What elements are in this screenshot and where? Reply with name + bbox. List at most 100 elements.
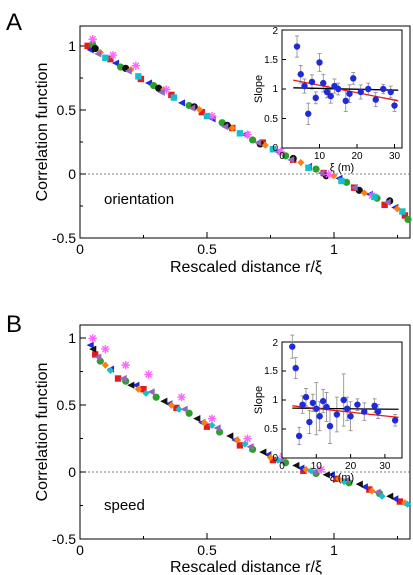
x-tick-label: 0.5 bbox=[197, 241, 217, 257]
data-point bbox=[177, 393, 186, 402]
data-point bbox=[401, 499, 409, 507]
data-point bbox=[188, 104, 196, 112]
data-point bbox=[360, 483, 368, 491]
data-point bbox=[302, 465, 310, 474]
inset-data-point bbox=[301, 82, 308, 90]
inset-data-point bbox=[346, 90, 353, 97]
data-point bbox=[276, 457, 285, 466]
data-point bbox=[88, 334, 97, 343]
data-point bbox=[371, 193, 378, 201]
data-point bbox=[249, 136, 257, 144]
data-point bbox=[287, 156, 295, 164]
data-point bbox=[340, 477, 348, 486]
annotation-speed: speed bbox=[104, 497, 145, 514]
data-point bbox=[92, 351, 99, 358]
inset-data-point bbox=[372, 96, 379, 103]
data-point bbox=[198, 108, 206, 116]
inset-x-tick-label: 0 bbox=[279, 461, 285, 472]
data-point bbox=[261, 141, 269, 149]
inset-data-point bbox=[333, 411, 341, 418]
inset-data-a bbox=[293, 35, 399, 125]
data-point bbox=[108, 50, 118, 60]
inset-x-tick-label: 10 bbox=[314, 151, 326, 162]
inset-y-tick-label: 1.5 bbox=[264, 55, 278, 66]
data-point bbox=[200, 419, 208, 427]
inset-data-point bbox=[371, 402, 378, 409]
data-point bbox=[243, 434, 252, 443]
x-axis-b: 0 0.5 1 bbox=[76, 533, 398, 558]
data-point bbox=[355, 480, 363, 488]
data-point bbox=[246, 443, 254, 451]
data-point bbox=[360, 189, 368, 197]
data-point bbox=[208, 421, 216, 429]
x-tick-label: 1 bbox=[330, 241, 338, 257]
inset-data-point bbox=[319, 397, 327, 405]
data-point bbox=[327, 471, 335, 479]
inset-data-point bbox=[354, 401, 361, 408]
data-point bbox=[309, 468, 318, 476]
data-point bbox=[203, 423, 211, 430]
data-point bbox=[233, 436, 241, 444]
data-point bbox=[381, 201, 388, 209]
inset-data-point bbox=[309, 399, 317, 407]
data-point bbox=[342, 178, 351, 186]
data-point bbox=[366, 486, 373, 493]
inset-y-tick-label: 1 bbox=[272, 84, 278, 95]
data-point bbox=[102, 54, 109, 61]
inset-data-point bbox=[327, 92, 334, 100]
inset-x-tick-label: 20 bbox=[345, 461, 357, 472]
data-point bbox=[167, 401, 175, 409]
inset-data-point bbox=[302, 393, 310, 401]
data-point bbox=[297, 158, 305, 167]
x-tick-label: 0 bbox=[76, 241, 84, 257]
data-point bbox=[147, 388, 155, 396]
inset-x-tick-label: 30 bbox=[389, 151, 401, 162]
data-point bbox=[207, 111, 217, 121]
inset-y-tick-label: 1.5 bbox=[264, 366, 278, 377]
data-point bbox=[396, 498, 404, 505]
data-point bbox=[119, 374, 127, 383]
data-point bbox=[236, 442, 244, 449]
inset-x-tick-label: 10 bbox=[311, 461, 323, 472]
plot-frame-a bbox=[79, 25, 411, 239]
inset-data-point bbox=[292, 364, 299, 372]
inset-y-axis-title-b: Slope bbox=[253, 386, 265, 414]
data-point bbox=[399, 208, 406, 215]
inset-x-tick-label: 30 bbox=[379, 461, 391, 472]
inset-y-tick-label: 0.5 bbox=[264, 114, 278, 125]
x-axis-title-a: Rescaled distance r/ξ bbox=[170, 259, 322, 276]
y-tick-label: 0.5 bbox=[57, 102, 77, 118]
data-point bbox=[124, 67, 132, 75]
data-point bbox=[391, 495, 399, 503]
data-point bbox=[342, 476, 351, 484]
inset-y-tick-label: 0.5 bbox=[264, 424, 278, 435]
panel-letter-a: A bbox=[6, 9, 22, 36]
data-point bbox=[94, 353, 102, 361]
inset-data-point bbox=[323, 88, 331, 96]
data-point bbox=[160, 397, 168, 405]
inset-y-tick-label: 2 bbox=[272, 338, 278, 349]
inset-data-point bbox=[289, 343, 296, 350]
inset-data-point bbox=[342, 97, 349, 105]
inset-y-tick-label: 0 bbox=[272, 453, 278, 464]
x-tick-label: 0 bbox=[76, 542, 84, 558]
data-point bbox=[213, 424, 221, 432]
inset-data-point bbox=[316, 59, 323, 66]
inset-data-point bbox=[350, 75, 357, 82]
data-point bbox=[403, 500, 412, 508]
data-point bbox=[144, 370, 153, 379]
data-point bbox=[373, 488, 381, 496]
data-point bbox=[195, 105, 203, 114]
data-point bbox=[114, 375, 122, 382]
data-point bbox=[368, 487, 376, 495]
inset-data-point bbox=[387, 88, 394, 96]
y-tick-label: 0.5 bbox=[57, 397, 77, 413]
data-point bbox=[101, 361, 109, 369]
data-point bbox=[330, 172, 338, 180]
inset-data-point bbox=[313, 405, 320, 412]
data-point bbox=[89, 345, 97, 353]
inset-y-tick-label: 1 bbox=[272, 395, 278, 406]
data-point bbox=[338, 177, 345, 185]
panel-b: B -0.5 0 0.5 1 0 0.5 1 Rescaled distance… bbox=[6, 311, 412, 575]
